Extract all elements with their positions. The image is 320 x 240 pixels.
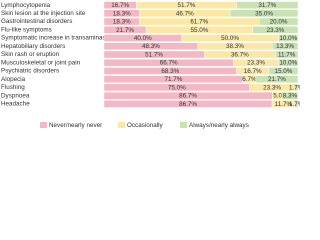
value-label: 66.7%	[160, 60, 178, 67]
value-label: 31.7%	[258, 2, 276, 9]
value-label: 46.7%	[176, 10, 194, 17]
bar-segment	[271, 42, 299, 51]
y-tick-label: Hepatobiliary disorders	[1, 43, 65, 50]
value-label: 10.0%	[279, 35, 297, 42]
value-label: 16.7%	[111, 2, 129, 9]
value-label: 86.7%	[179, 93, 197, 100]
bar-segment	[275, 50, 299, 59]
y-tick-label: Musculoskeletal or joint pain	[1, 59, 81, 66]
y-tick-label: Flushing	[1, 84, 25, 91]
value-label: 10.0%	[279, 60, 297, 67]
bar-segment	[229, 9, 299, 18]
value-label: 55.0%	[191, 27, 209, 34]
y-tick-label: Headache	[1, 101, 30, 108]
legend-label: Always/nearly always	[189, 122, 249, 129]
y-tick-label: Flu-like symptoms	[1, 26, 52, 33]
bar-segment	[281, 91, 299, 100]
legend-swatch	[118, 122, 125, 128]
value-label: 11.7%	[275, 101, 293, 108]
value-label: 15.0%	[275, 68, 293, 75]
value-label: 36.7%	[231, 51, 249, 58]
bar-segment	[259, 17, 299, 26]
value-label: 21.7%	[268, 76, 286, 83]
y-tick-label: Gastrointestinal disorders	[1, 18, 72, 25]
bar-segment	[294, 83, 299, 92]
chart: Lymphocytopenia 16.7% 51.7% 31.7% Skin lesio…	[1, 1, 304, 129]
value-label: 8.3%	[283, 93, 298, 100]
legend-label: Never/nearly never	[49, 122, 102, 129]
bar-segment	[255, 75, 299, 83]
value-label: 1.7%	[289, 84, 300, 91]
y-tick-label: Lymphocytopenia	[1, 2, 51, 9]
legend-swatch	[40, 122, 47, 128]
value-label: 13.3%	[276, 43, 294, 50]
legend-swatch	[180, 122, 187, 128]
value-label: 20.0%	[270, 19, 288, 26]
bar-segment	[278, 34, 299, 42]
y-tick-label: Alopecia	[1, 76, 26, 83]
page: {"chart_data": {"type": "stacked-barh", …	[1, 1, 304, 129]
value-label: 50.0%	[221, 35, 239, 42]
y-tick-label: Skin rash or eruption	[1, 51, 60, 58]
value-label: 1.7%	[289, 101, 300, 108]
y-tick-label: Psychiatric disorders	[1, 68, 59, 75]
bar-segment	[252, 26, 299, 34]
value-label: 68.3%	[161, 68, 179, 75]
value-label: 86.7%	[179, 101, 197, 108]
value-label: 35.0%	[255, 10, 273, 17]
legend-label: Occasionally	[127, 122, 164, 129]
value-label: 48.3%	[142, 43, 160, 50]
value-label: 75.0%	[168, 84, 186, 91]
y-tick-label: Dyspnoea	[1, 92, 30, 99]
value-label: 21.7%	[116, 27, 134, 34]
value-label: 51.7%	[178, 2, 196, 9]
value-label: 40.0%	[134, 35, 152, 42]
bar-segment	[236, 1, 299, 9]
value-label: 6.7%	[242, 76, 257, 83]
y-tick-label: Skin lesion at the injection site	[1, 10, 86, 17]
bar-segment	[268, 67, 299, 75]
y-tick-label: Symptomatic increase in transaminases	[1, 35, 112, 42]
value-label: 18.3%	[113, 19, 131, 26]
value-label: 23.3%	[266, 27, 284, 34]
bar-segment	[294, 100, 299, 108]
value-label: 61.7%	[190, 19, 208, 26]
value-label: 16.7%	[244, 68, 262, 75]
value-label: 71.7%	[165, 76, 183, 83]
value-label: 51.7%	[145, 51, 163, 58]
value-label: 23.3%	[263, 84, 281, 91]
value-label: 38.3%	[226, 43, 244, 50]
bar-segment	[278, 58, 299, 67]
value-label: 5.0%	[273, 93, 288, 100]
value-label: 11.7%	[278, 51, 296, 58]
value-label: 23.3%	[247, 60, 265, 67]
value-label: 18.3%	[113, 10, 131, 17]
